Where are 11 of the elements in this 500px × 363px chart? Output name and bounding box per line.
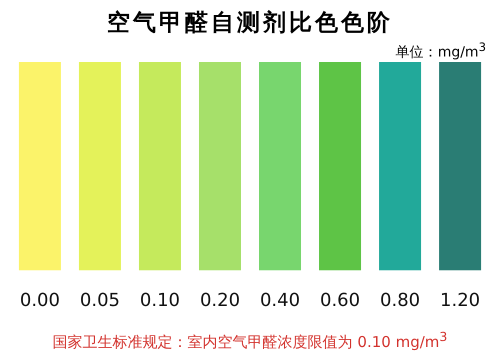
x-tick-label: 1.20 bbox=[440, 290, 480, 311]
x-tick-label: 0.60 bbox=[320, 290, 360, 311]
x-tick-label: 0.10 bbox=[140, 290, 180, 311]
text: 国家卫生标准规定：室内空气甲醛浓度限值为 0.10 mg/m$^{3}$ bbox=[52, 328, 448, 353]
x-tick-label: 0.40 bbox=[260, 290, 300, 311]
text: 单位：mg/m$^{3}$ bbox=[394, 39, 487, 62]
x-tick-label: 0.05 bbox=[80, 290, 120, 311]
x-tick-label: 0.20 bbox=[200, 290, 240, 311]
x-tick-label: 0.00 bbox=[20, 290, 60, 311]
x-tick-label: 0.80 bbox=[380, 290, 420, 311]
chart-title: 空气甲醛自测剂比色色阶 bbox=[106, 9, 394, 38]
